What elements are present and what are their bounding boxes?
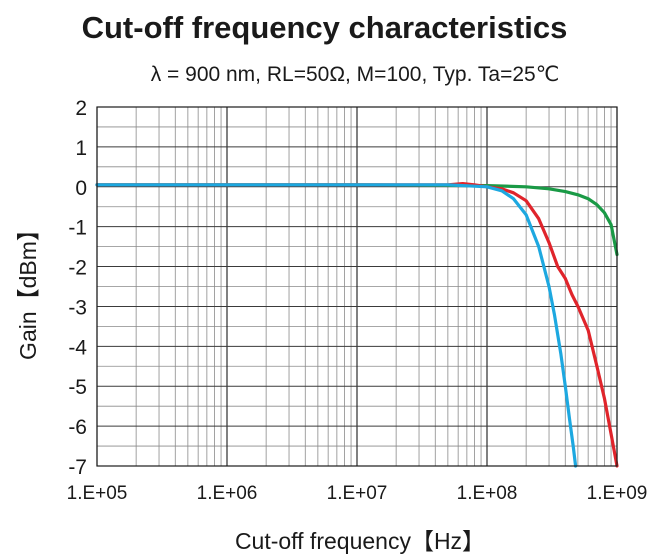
series-line-3 bbox=[95, 183, 578, 468]
plot-frame bbox=[96, 106, 618, 467]
y-tick-label: -2 bbox=[68, 257, 87, 280]
y-axis-label: Gain【dBm】 bbox=[15, 218, 41, 360]
x-tick-label: 1.E+06 bbox=[197, 483, 258, 504]
y-tick-label: -3 bbox=[68, 296, 87, 319]
x-tick-label: 1.E+05 bbox=[67, 483, 128, 504]
y-tick-label: -7 bbox=[68, 456, 87, 479]
y-tick-label: 2 bbox=[75, 97, 87, 120]
y-tick-label: -4 bbox=[68, 336, 87, 359]
y-tick-label: -6 bbox=[68, 416, 87, 439]
minor-grid bbox=[97, 107, 617, 466]
chart-title: Cut-off frequency characteristics bbox=[81, 10, 568, 45]
chart-subtitle: λ = 900 nm, RL=50Ω, M=100, Typ. Ta=25℃ bbox=[150, 63, 560, 86]
x-tick-label: 1.E+09 bbox=[587, 483, 648, 504]
x-tick-label: 1.E+07 bbox=[327, 483, 388, 504]
series-layer bbox=[95, 182, 619, 468]
y-tick-label: 0 bbox=[75, 177, 87, 200]
x-axis-label: Cut-off frequency【Hz】 bbox=[234, 528, 486, 554]
x-tick-label: 1.E+08 bbox=[457, 483, 518, 504]
tick-labels: 1.E+05 1.E+06 1.E+07 1.E+08 1.E+09 2 1 0 -1 -2 -3 -… bbox=[67, 97, 648, 504]
y-tick-label: -5 bbox=[68, 376, 87, 399]
y-tick-label: 1 bbox=[75, 137, 87, 160]
y-tick-label: -1 bbox=[68, 217, 87, 240]
